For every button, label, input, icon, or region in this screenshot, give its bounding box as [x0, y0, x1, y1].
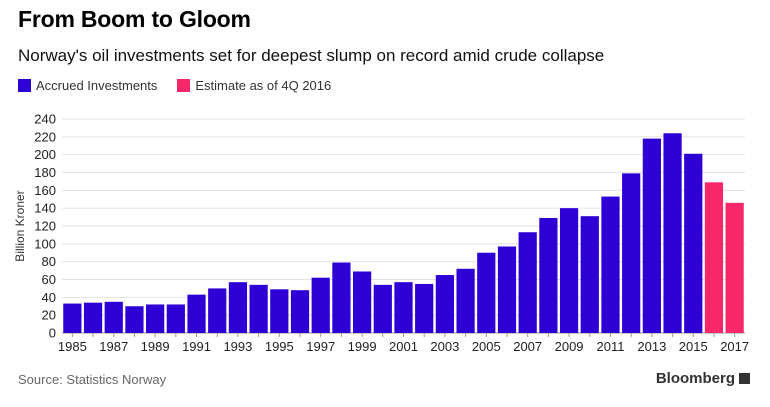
bar-2001	[394, 282, 413, 333]
y-tick-label: 240	[34, 112, 56, 127]
bar-1987	[104, 301, 123, 333]
x-tick-label: 1993	[223, 339, 252, 354]
bar-2013	[642, 138, 661, 333]
y-tick-label: 120	[34, 219, 56, 234]
x-tick-label: 2009	[555, 339, 584, 354]
x-tick-label: 2007	[513, 339, 542, 354]
bar-2003	[435, 275, 455, 333]
x-tick-label: 1987	[99, 339, 128, 354]
bar-2012	[622, 173, 641, 333]
bar-1999	[352, 271, 372, 333]
legend-label-accrued: Accrued Investments	[36, 78, 158, 93]
brand-logo: Bloomberg	[656, 370, 750, 387]
bar-1989	[146, 304, 165, 333]
x-tick-label: 1999	[348, 339, 377, 354]
bar-2008	[539, 217, 558, 333]
y-tick-label: 180	[34, 165, 56, 180]
y-tick-label: 200	[34, 147, 56, 162]
bar-2017	[725, 202, 744, 333]
bar-1990	[166, 304, 185, 333]
x-tick-label: 1989	[141, 339, 170, 354]
x-tick-label: 2017	[720, 339, 749, 354]
y-tick-label: 100	[34, 236, 56, 251]
x-tick-label: 2015	[679, 339, 708, 354]
x-tick-label: 1995	[265, 339, 294, 354]
bloomberg-terminal-icon	[739, 373, 750, 384]
x-tick-label: 2011	[596, 339, 624, 354]
x-tick-label: 2001	[389, 339, 418, 354]
bar-1996	[290, 290, 310, 333]
legend-swatch-accrued	[18, 79, 31, 92]
bar-2016	[704, 182, 724, 333]
bar-2005	[477, 252, 496, 333]
bar-2011	[601, 196, 620, 333]
bar-1998	[332, 262, 351, 333]
legend-swatch-estimate	[177, 79, 191, 92]
y-tick-label: 60	[42, 272, 56, 287]
bar-1988	[125, 306, 144, 333]
legend-item-estimate: Estimate as of 4Q 2016	[177, 78, 331, 93]
bar-2002	[415, 283, 434, 333]
y-tick-label: 160	[34, 183, 56, 198]
bar-2007	[518, 232, 537, 333]
chart-subtitle: Norway's oil investments set for deepest…	[18, 46, 605, 65]
bar-1992	[208, 288, 227, 333]
y-tick-label: 0	[49, 326, 56, 341]
bar-2006	[497, 246, 517, 333]
bar-2004	[456, 268, 475, 333]
x-tick-label: 1985	[58, 339, 87, 354]
x-tick-label: 1991	[182, 339, 211, 354]
bar-2000	[373, 284, 392, 333]
bar-2009	[559, 208, 579, 333]
bar-1993	[228, 282, 248, 333]
bar-1985	[63, 303, 82, 333]
bar-1991	[187, 294, 206, 333]
brand-name: Bloomberg	[655, 370, 735, 387]
legend-item-accrued: Accrued Investments	[18, 78, 157, 93]
bar-1997	[311, 277, 330, 333]
source-note: Source: Statistics Norway	[18, 372, 167, 387]
bar-1994	[249, 284, 268, 333]
legend: Accrued Investments Estimate as of 4Q 20…	[18, 78, 351, 93]
y-tick-label: 40	[42, 290, 56, 305]
x-tick-label: 2003	[430, 339, 459, 354]
bar-1986	[83, 302, 103, 333]
y-tick-label: 140	[34, 201, 56, 216]
bar-2015	[684, 153, 703, 333]
y-tick-label: 220	[34, 129, 56, 144]
y-axis-label: Billion Kroner	[13, 190, 27, 261]
x-tick-label: 2013	[637, 339, 666, 354]
x-tick-label: 2005	[472, 339, 501, 354]
bar-2010	[580, 216, 599, 333]
y-tick-label: 20	[42, 308, 56, 323]
bar-2014	[663, 133, 682, 333]
x-tick-label: 1997	[306, 339, 335, 354]
chart-title: From Boom to Gloom	[18, 6, 251, 32]
bar-1995	[270, 289, 289, 333]
y-tick-label: 80	[42, 254, 56, 269]
legend-label-estimate: Estimate as of 4Q 2016	[195, 78, 332, 93]
